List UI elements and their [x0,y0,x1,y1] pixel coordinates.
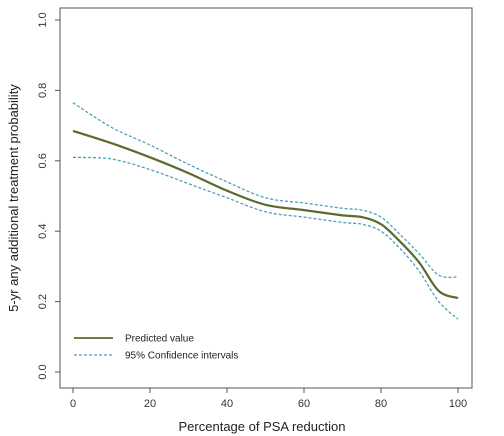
y-tick-label: 0.4 [37,224,49,239]
legend-label: Predicted value [125,334,194,345]
ci-upper-line [72,102,459,279]
y-tick-label: 0.0 [37,364,49,379]
x-tick-label: 80 [375,398,387,410]
y-tick-label: 0.6 [37,153,49,168]
x-tick-label: 60 [298,398,310,410]
predicted-value-line [72,129,459,300]
y-axis-label: 5-yr any additional treatment probabilit… [6,84,21,312]
x-tick-label: 40 [221,398,233,410]
x-axis-label: Percentage of PSA reduction [179,419,346,434]
x-axis: 0 20 40 60 80 100 [70,388,467,410]
x-tick-label: 0 [70,398,76,410]
y-tick-label: 0.8 [37,83,49,98]
x-tick-label: 20 [144,398,156,410]
legend-label: 95% Confidence intervals [125,351,238,362]
legend: Predicted value 95% Confidence intervals [74,334,238,362]
ci-lower-line [72,156,459,320]
series-layer [72,102,459,320]
plot-frame [59,7,473,389]
x-tick-label: 100 [449,398,467,410]
y-axis: 0.0 0.2 0.4 0.6 0.8 1.0 [37,12,60,380]
y-tick-label: 1.0 [37,12,49,27]
y-tick-label: 0.2 [37,294,49,309]
